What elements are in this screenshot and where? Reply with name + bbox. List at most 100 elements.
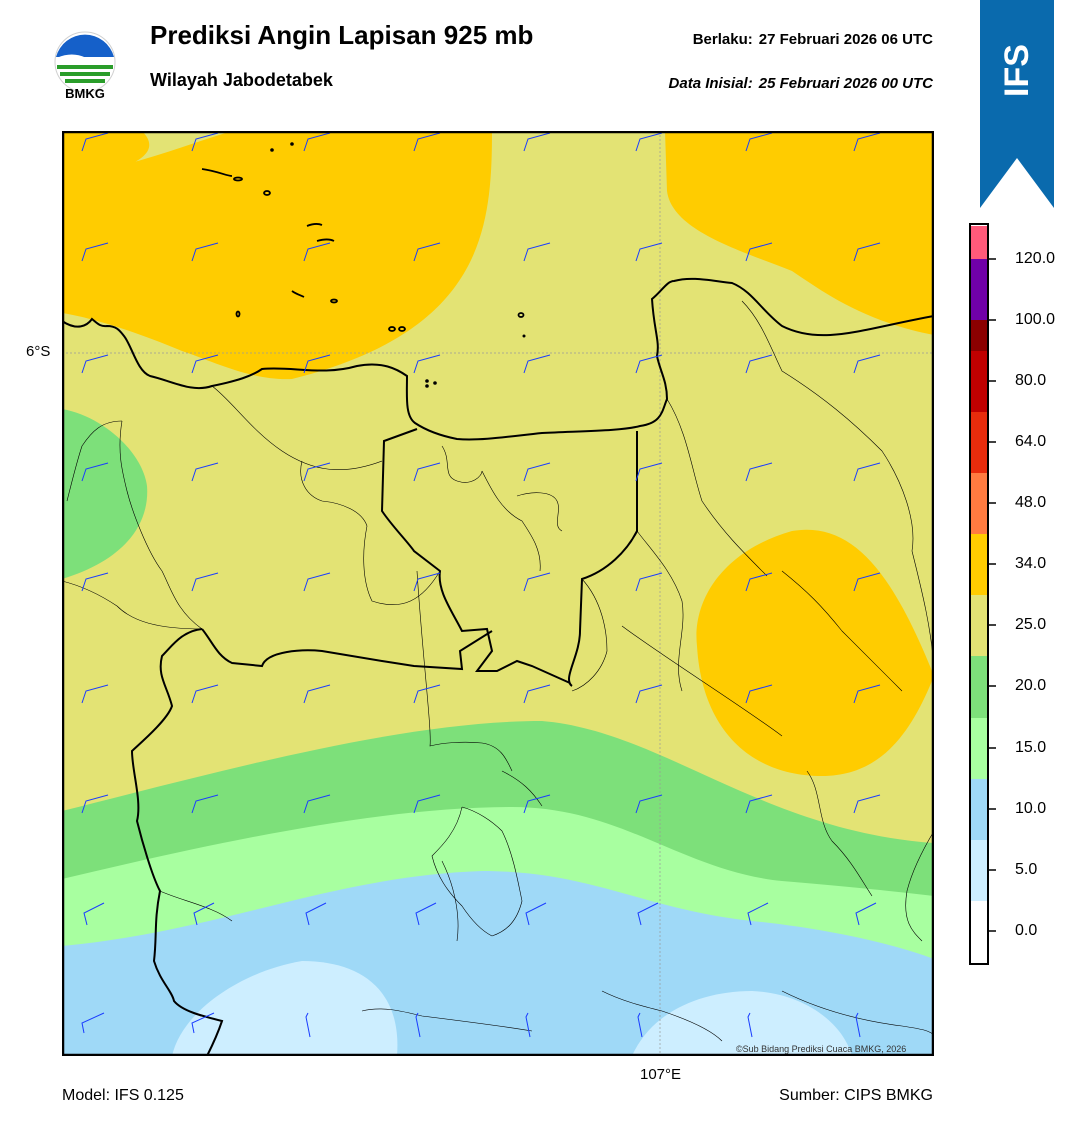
wind-barb xyxy=(745,354,773,374)
colorbar-segment xyxy=(970,473,988,534)
colorbar-segment xyxy=(970,259,988,320)
valid-time-value: 27 Februari 2026 06 UTC xyxy=(758,31,933,48)
wind-barb xyxy=(523,462,551,482)
wind-barb xyxy=(193,902,215,926)
page-subtitle: Wilayah Jabodetabek xyxy=(150,70,333,90)
wind-band-0-5-southeast xyxy=(632,991,852,1056)
wind-barb xyxy=(413,684,441,704)
model-label: Model: IFS 0.125 xyxy=(62,1087,184,1104)
wind-barb xyxy=(81,132,109,152)
wind-barb xyxy=(745,794,773,814)
wind-barb xyxy=(637,902,659,926)
wind-barb xyxy=(191,242,219,262)
wind-barb xyxy=(523,242,551,262)
wind-barb xyxy=(303,462,331,482)
page-title: Prediksi Angin Lapisan 925 mb xyxy=(150,20,534,50)
wind-barb xyxy=(523,572,551,592)
colorbar-label: 34.0 xyxy=(1015,555,1047,572)
wind-speed-colorbar xyxy=(969,223,996,965)
wind-barb xyxy=(83,902,105,926)
wind-barb xyxy=(523,132,551,152)
thousand-islands xyxy=(201,168,525,332)
wind-barb xyxy=(525,902,547,926)
colorbar-segment xyxy=(970,718,988,779)
colorbar-label: 120.0 xyxy=(1015,250,1056,267)
wind-band-15-20-west xyxy=(62,409,148,579)
logo-text: BMKG xyxy=(65,86,105,101)
wind-barb xyxy=(853,132,881,152)
map-frame xyxy=(62,131,934,1056)
wind-barb xyxy=(303,132,331,152)
valid-time: Berlaku: 27 Februari 2026 06 UTC xyxy=(687,31,933,48)
colorbar-label: 80.0 xyxy=(1015,372,1047,389)
ifs-banner xyxy=(980,0,1054,208)
valid-time-label: Berlaku: xyxy=(692,31,753,48)
wind-barb xyxy=(525,1012,531,1038)
init-time: Data Inisial: 25 Februari 2026 00 UTC xyxy=(663,75,933,92)
wind-barb xyxy=(81,242,109,262)
colorbar-label: 25.0 xyxy=(1015,616,1047,633)
wind-barb xyxy=(855,902,877,926)
colorbar-segment xyxy=(970,351,988,412)
colorbar-label: 100.0 xyxy=(1015,311,1056,328)
wind-barb xyxy=(415,902,437,926)
wind-barb xyxy=(191,1012,215,1034)
wind-map xyxy=(62,131,934,1056)
colorbar-label: 5.0 xyxy=(1015,861,1038,878)
colorbar-label: 64.0 xyxy=(1015,433,1047,450)
colorbar-segment xyxy=(970,779,988,840)
wind-barb xyxy=(303,684,331,704)
wind-barb xyxy=(747,1012,753,1038)
wind-barb xyxy=(413,354,441,374)
colorbar-label: 10.0 xyxy=(1015,800,1047,817)
wind-barb xyxy=(191,684,219,704)
colorbar-segment xyxy=(970,534,988,595)
wind-barb xyxy=(853,242,881,262)
latitude-label: 6°S xyxy=(26,343,51,360)
province-boundary-jakarta xyxy=(380,428,571,684)
wind-barb xyxy=(413,462,441,482)
coastline xyxy=(62,277,934,441)
wind-band-25-34-northwest xyxy=(62,131,492,380)
wind-barb xyxy=(523,684,551,704)
wind-barb xyxy=(81,462,109,482)
wind-barb xyxy=(413,794,441,814)
colorbar-segment xyxy=(970,656,988,718)
wind-barb xyxy=(81,794,109,814)
wind-barb xyxy=(745,572,773,592)
wind-barb xyxy=(853,572,881,592)
longitude-label: 107°E xyxy=(640,1066,682,1083)
wind-band-25-34-northeast xyxy=(665,131,934,335)
wind-barb xyxy=(635,794,663,814)
wind-barb xyxy=(745,462,773,482)
wind-barb xyxy=(303,794,331,814)
colorbar-segment xyxy=(970,901,988,962)
wind-barb xyxy=(81,684,109,704)
copyright-text: ©Sub Bidang Prediksi Cuaca BMKG, 2026 xyxy=(736,1044,907,1054)
colorbar-label: 48.0 xyxy=(1015,494,1047,511)
wind-barb xyxy=(855,1012,861,1038)
wind-barb xyxy=(853,462,881,482)
init-time-label: Data Inisial: xyxy=(668,75,753,92)
wind-barb xyxy=(635,572,663,592)
wind-barb xyxy=(637,1012,643,1038)
init-time-value: 25 Februari 2026 00 UTC xyxy=(758,75,933,92)
wind-barb xyxy=(635,354,663,374)
wind-barb xyxy=(635,462,663,482)
source-label: Sumber: CIPS BMKG xyxy=(779,1087,933,1104)
ifs-banner-label: IFS xyxy=(997,43,1036,97)
province-boundary-west xyxy=(130,628,224,1056)
wind-barb xyxy=(413,242,441,262)
wind-barb xyxy=(191,132,219,152)
wind-barb xyxy=(303,572,331,592)
regency-boundaries xyxy=(62,300,934,1042)
wind-barb xyxy=(191,462,219,482)
wind-barb xyxy=(191,354,219,374)
wind-barb xyxy=(745,684,773,704)
colorbar-segment xyxy=(970,840,988,901)
colorbar-segment xyxy=(970,226,988,259)
wind-barb xyxy=(81,354,109,374)
wind-barb xyxy=(415,1012,421,1038)
wind-barb xyxy=(523,354,551,374)
bmkg-logo-icon xyxy=(54,31,116,93)
